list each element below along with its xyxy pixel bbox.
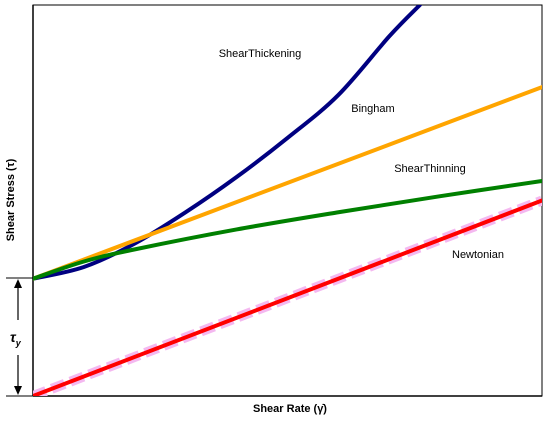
- series-label: Newtonian: [452, 249, 504, 261]
- series-label: ShearThinning: [394, 163, 466, 175]
- yield-arrow-head: [14, 386, 22, 395]
- series-label: ShearThickening: [219, 48, 302, 60]
- line: [33, 5, 422, 281]
- yield-arrow-head: [14, 279, 22, 288]
- series-label: Bingham: [351, 103, 394, 115]
- yield-symbol: τ: [10, 329, 17, 345]
- line: [33, 178, 542, 281]
- line: [33, 85, 542, 281]
- yield-label: τy: [10, 329, 22, 348]
- yield-subscript: y: [15, 338, 22, 348]
- y-axis-title: Shear Stress (τ): [5, 158, 17, 241]
- x-axis-title: Shear Rate (γ̇): [253, 403, 327, 415]
- lines: [33, 5, 542, 396]
- line: [33, 198, 542, 396]
- plot-frame: [32, 4, 543, 397]
